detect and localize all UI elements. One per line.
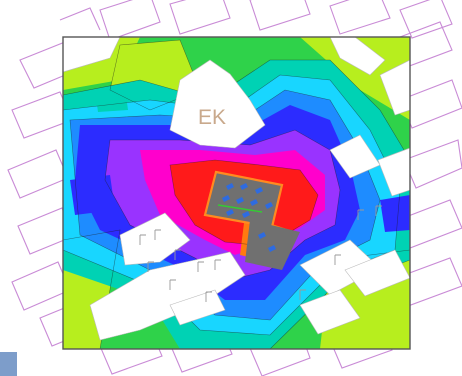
tree-symbol-icon (375, 205, 382, 216)
tree-symbols (139, 205, 382, 302)
antenna-icon[interactable] (226, 209, 234, 216)
tree-symbol-icon (214, 259, 221, 270)
antenna-icon[interactable] (236, 197, 244, 204)
building (344, 249, 410, 297)
corner-tab[interactable] (0, 352, 17, 376)
antenna-group (222, 183, 276, 252)
antenna-icon[interactable] (240, 183, 248, 190)
map-frame (62, 36, 411, 350)
tree-symbol-icon (299, 289, 306, 300)
antenna-icon[interactable] (250, 199, 258, 206)
building (379, 59, 410, 116)
antenna-icon[interactable] (268, 245, 276, 252)
tree-symbol-icon (197, 261, 204, 272)
building (63, 37, 121, 73)
tree-symbol-icon (147, 261, 154, 272)
tree-symbol-icon (357, 209, 364, 220)
building (377, 147, 410, 197)
antenna-icon[interactable] (222, 195, 230, 202)
building (299, 289, 361, 335)
rooftop-site (203, 170, 300, 270)
tree-symbol-icon (174, 249, 181, 260)
antenna-icon[interactable] (258, 232, 266, 239)
tree-symbol-icon (169, 279, 176, 290)
tree-symbol-icon (154, 229, 161, 240)
building (329, 37, 386, 76)
rooftop-extension (245, 220, 300, 270)
buildings (63, 37, 410, 341)
antenna-icon[interactable] (226, 183, 234, 190)
antenna-icon[interactable] (265, 202, 273, 209)
building-label: EK (198, 106, 226, 129)
antenna-icon[interactable] (255, 187, 263, 194)
tree-symbol-icon (205, 291, 212, 302)
building-ek (169, 59, 266, 149)
building (89, 251, 246, 341)
building (169, 289, 226, 326)
tree-symbol-icon (334, 254, 341, 265)
antenna-icon[interactable] (242, 211, 250, 218)
tree-symbol-icon (139, 234, 146, 245)
